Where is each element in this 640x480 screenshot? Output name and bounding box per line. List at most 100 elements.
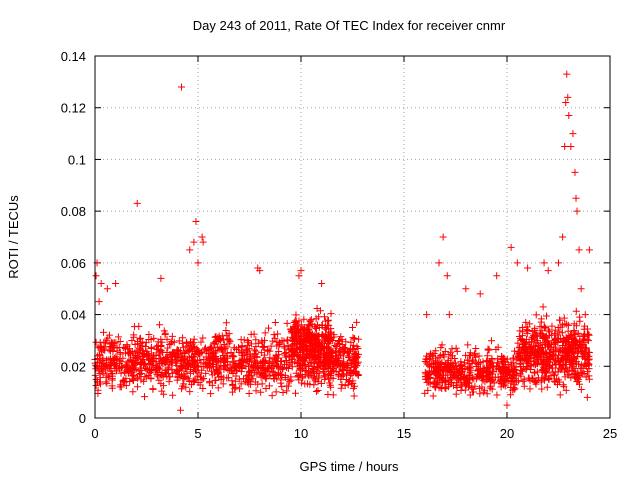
data-point [540,374,548,382]
data-point [488,354,496,362]
data-point [507,391,515,399]
data-point [446,368,454,376]
data-point [136,358,144,366]
data-point [548,322,556,330]
data-point [133,199,141,207]
data-point [156,321,164,329]
data-point [489,368,497,376]
data-point [208,381,216,389]
data-point [252,343,260,351]
data-point [352,358,360,366]
y-tick-label: 0.1 [68,152,86,167]
data-point [236,385,244,393]
data-point [141,393,149,401]
data-point [282,349,290,357]
data-point [201,344,209,352]
data-point [134,374,142,382]
data-point [573,207,581,215]
data-point [219,380,227,388]
data-point [143,350,151,358]
x-tick-label: 25 [603,426,617,441]
data-point [308,331,316,339]
data-point [514,339,522,347]
data-point [334,361,342,369]
data-point [585,355,593,363]
data-point [167,339,175,347]
data-point [117,369,125,377]
data-point [237,336,245,344]
data-point [116,337,124,345]
data-point [157,274,165,282]
data-point [280,342,288,350]
data-point [531,361,539,369]
data-point [570,355,578,363]
data-point [559,321,567,329]
y-tick-label: 0 [79,411,86,426]
data-point [574,329,582,337]
data-point [474,359,482,367]
data-point [187,338,195,346]
data-point [331,341,339,349]
data-point [109,358,117,366]
x-tick-label: 5 [194,426,201,441]
data-point [186,388,194,396]
data-point [564,321,572,329]
data-point [352,368,360,376]
data-point [545,326,553,334]
data-point [190,335,198,343]
data-point [233,345,241,353]
data-point [581,311,589,319]
data-point [531,343,539,351]
data-point [282,356,290,364]
data-point [135,322,143,330]
data-point [174,373,182,381]
data-point [194,259,202,267]
data-point [530,377,538,385]
data-point [554,351,562,359]
data-point [324,343,332,351]
data-point [297,355,305,363]
data-point [287,359,295,367]
data-point [329,374,337,382]
data-point [562,386,570,394]
data-point [522,355,530,363]
data-point [541,324,549,332]
data-point [572,194,580,202]
data-point [94,389,102,397]
data-point [432,359,440,367]
data-point [535,356,543,364]
data-point [462,351,470,359]
data-point [211,377,219,385]
data-point [184,348,192,356]
data-point [145,330,153,338]
grid-lines [95,56,610,418]
data-point [512,369,520,377]
y-tick-label: 0.14 [61,49,86,64]
data-point [270,375,278,383]
data-point [223,343,231,351]
data-point [536,340,544,348]
data-point [517,360,525,368]
data-point [227,348,235,356]
y-axis-label: ROTI / TECUs [6,195,21,279]
data-point [270,375,278,383]
data-point [327,354,335,362]
data-point [281,344,289,352]
data-point [192,217,200,225]
data-point [265,324,273,332]
data-point [261,351,269,359]
data-point [325,334,333,342]
data-point [311,324,319,332]
data-point [464,341,472,349]
data-point [96,374,104,382]
data-point [544,267,552,275]
data-point [571,337,579,345]
data-point [271,319,279,327]
x-tick-label: 15 [397,426,411,441]
data-point [481,386,489,394]
data-point [267,342,275,350]
data-point [447,359,455,367]
data-point [339,352,347,360]
data-point [501,361,509,369]
data-point [525,374,533,382]
